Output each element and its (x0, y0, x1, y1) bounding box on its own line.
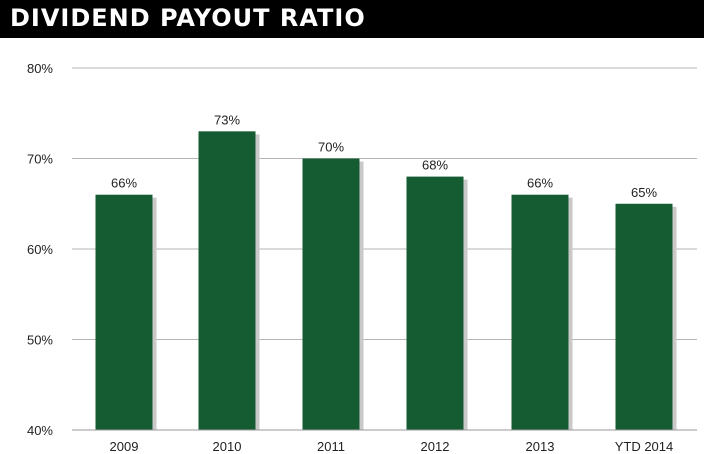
x-tick-label: YTD 2014 (615, 439, 674, 454)
data-label: 70% (318, 140, 344, 155)
bar-2010 (198, 131, 256, 430)
bar-ytd-2014 (615, 203, 673, 430)
data-label: 65% (631, 185, 657, 200)
y-tick-label: 40% (27, 423, 53, 438)
data-label: 73% (214, 112, 240, 127)
bar-2012 (406, 176, 464, 430)
data-label: 66% (111, 176, 137, 191)
x-tick-label: 2010 (213, 439, 242, 454)
x-tick-label: 2013 (526, 439, 555, 454)
title-bar: DIVIDEND PAYOUT RATIO (0, 0, 704, 38)
bar-2011 (302, 158, 360, 430)
y-tick-label: 80% (27, 61, 53, 76)
data-label: 68% (422, 158, 448, 173)
data-label: 66% (527, 176, 553, 191)
chart-title: DIVIDEND PAYOUT RATIO (10, 4, 366, 32)
bar-2013 (511, 194, 569, 430)
y-tick-label: 70% (27, 152, 53, 167)
x-tick-label: 2011 (317, 439, 345, 454)
y-tick-label: 50% (27, 333, 53, 348)
x-tick-label: 2009 (110, 439, 139, 454)
bar-2009 (95, 194, 153, 430)
x-tick-label: 2012 (421, 439, 450, 454)
y-tick-label: 60% (27, 242, 53, 257)
